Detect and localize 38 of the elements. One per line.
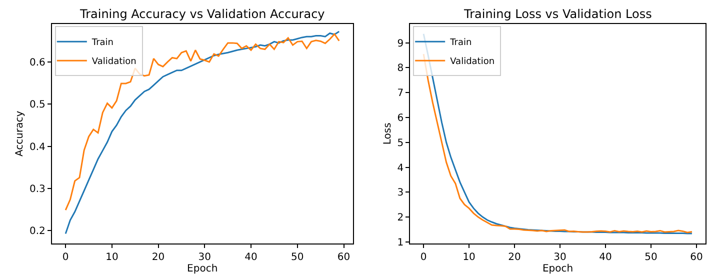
y-tick-label: 6 <box>397 113 404 124</box>
x-tick-label: 10 <box>106 252 118 263</box>
legend-label: Validation <box>450 57 495 68</box>
y-tick-label: 7 <box>397 88 404 100</box>
x-tick-label: 40 <box>244 252 258 263</box>
x-tick-label: 30 <box>198 252 212 263</box>
x-tick-label: 30 <box>554 252 566 263</box>
y-tick-label: 0.3 <box>29 184 46 196</box>
x-tick-label: 60 <box>690 252 703 263</box>
x-tick-label: 20 <box>152 252 165 263</box>
y-tick-label: 0.4 <box>29 142 46 153</box>
x-tick-label: 0 <box>62 252 69 263</box>
legend-label: Train <box>449 38 472 48</box>
chart-title: Training Loss vs Validation Loss <box>463 7 652 21</box>
chart-title: Training Accuracy vs Validation Accuracy <box>79 7 325 21</box>
x-tick-label: 20 <box>508 252 521 263</box>
y-tick-label: 8 <box>397 63 404 74</box>
x-tick-label: 0 <box>420 252 427 263</box>
y-tick-label: 3 <box>397 188 404 199</box>
y-axis-title: Accuracy <box>14 110 26 157</box>
x-tick-label: 10 <box>462 252 476 263</box>
y-tick-label: 1 <box>397 237 404 248</box>
x-tick-label: 60 <box>337 252 350 263</box>
x-tick-label: 40 <box>599 252 612 263</box>
x-axis-title: Epoch <box>542 263 574 274</box>
x-axis-title: Epoch <box>187 263 218 274</box>
y-axis-title: Loss <box>382 122 394 145</box>
y-tick-label: 2 <box>397 212 404 224</box>
legend-label: Validation <box>92 57 136 68</box>
y-tick-label: 9 <box>397 38 404 50</box>
y-tick-label: 0.5 <box>29 100 46 111</box>
y-tick-label: 5 <box>397 138 404 149</box>
y-tick-label: 0.2 <box>29 226 46 238</box>
y-tick-label: 0.6 <box>29 57 46 68</box>
x-tick-label: 50 <box>644 252 658 263</box>
legend-label: Train <box>90 38 114 48</box>
x-tick-label: 50 <box>291 252 304 263</box>
y-tick-label: 4 <box>397 162 404 174</box>
